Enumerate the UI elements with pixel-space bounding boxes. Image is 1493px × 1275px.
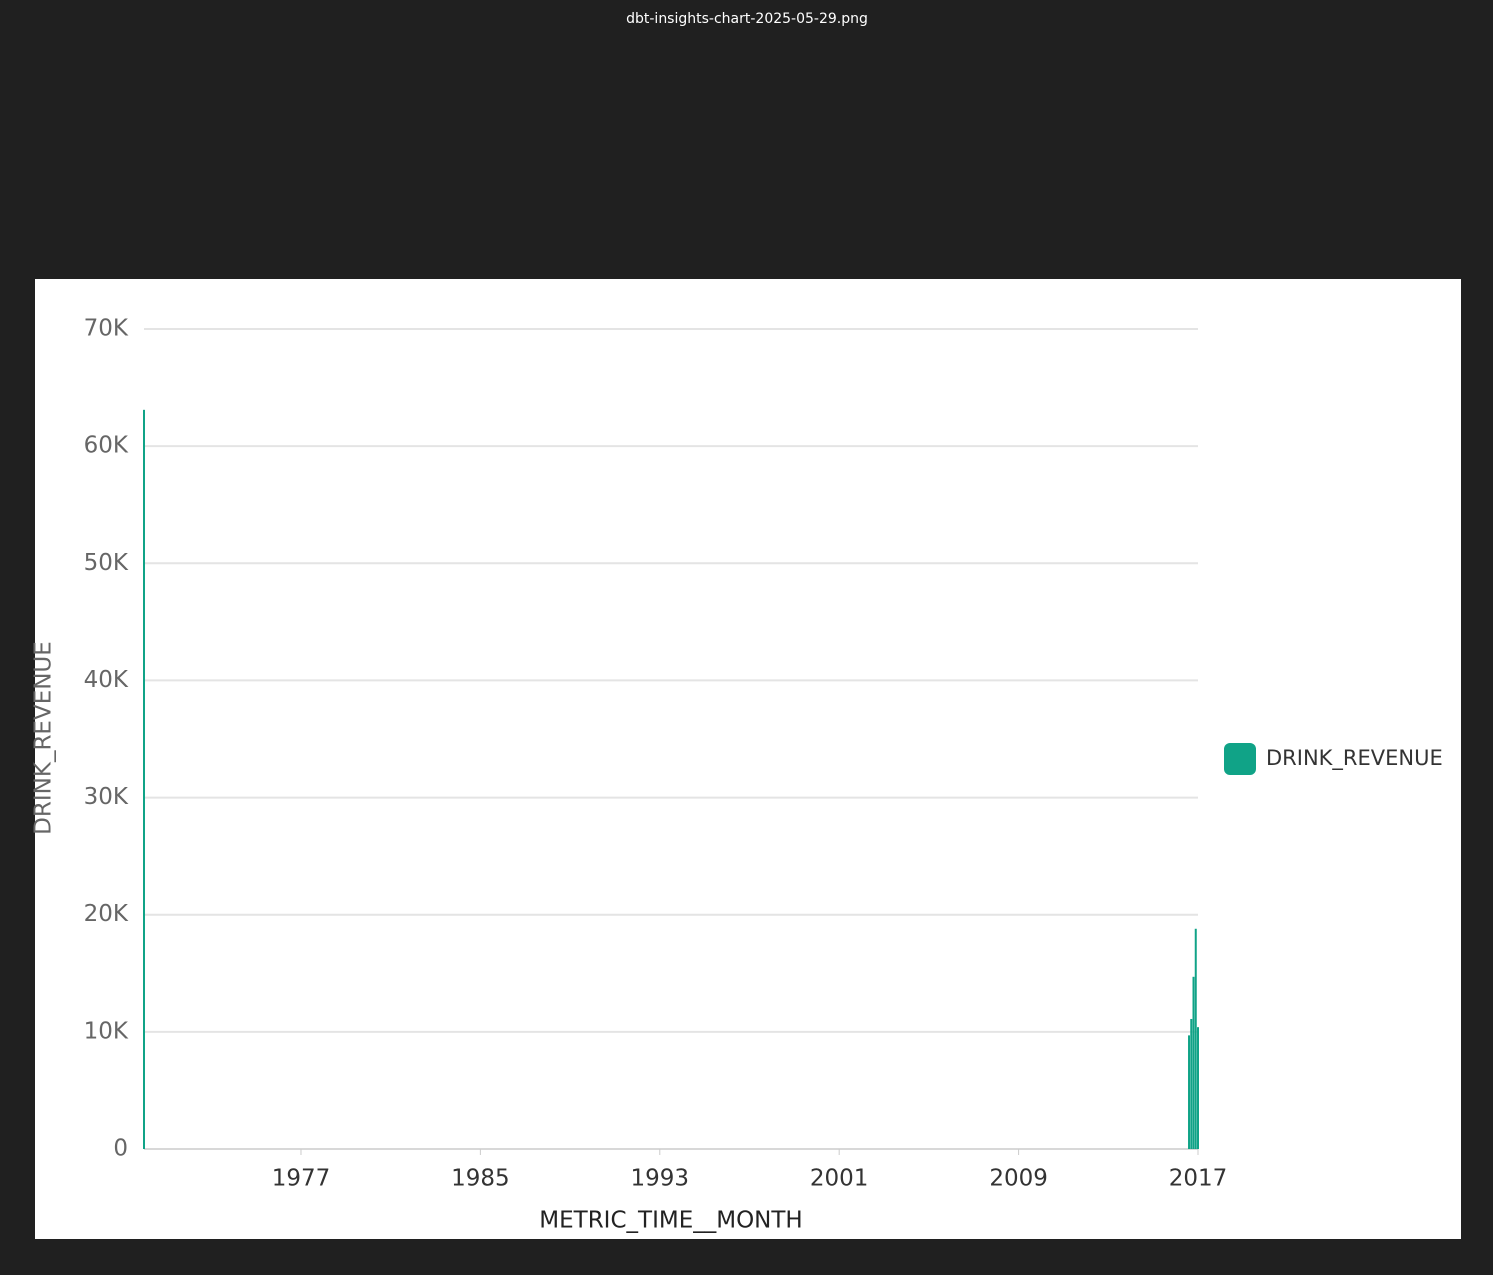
bar: [143, 409, 145, 1149]
y-tick-label: 10K: [84, 1018, 129, 1044]
y-tick-label: 70K: [84, 316, 129, 342]
y-tick-label: 50K: [84, 550, 129, 576]
window-title: dbt-insights-chart-2025-05-29.png: [626, 11, 868, 27]
x-tick-label: 2017: [1169, 1166, 1228, 1192]
legend-label: DRINK_REVENUE: [1266, 746, 1443, 771]
bar: [1190, 1018, 1193, 1149]
y-tick-label: 0: [113, 1136, 128, 1162]
x-tick-label: 2001: [810, 1166, 869, 1192]
x-tick-label: 1993: [631, 1166, 690, 1192]
y-tick-label: 40K: [84, 667, 129, 693]
bar: [1194, 928, 1197, 1149]
y-tick-label: 30K: [84, 784, 129, 810]
bar: [1188, 1035, 1191, 1149]
chart-panel: [35, 279, 1461, 1239]
bar: [1197, 1027, 1199, 1149]
x-axis-label: METRIC_TIME__MONTH: [539, 1208, 802, 1234]
y-tick-label: 20K: [84, 901, 129, 927]
y-axis-label: DRINK_REVENUE: [31, 641, 57, 835]
y-tick-label: 60K: [84, 433, 129, 459]
bar: [1192, 976, 1195, 1149]
legend-swatch: [1224, 743, 1256, 775]
x-tick-label: 1985: [451, 1166, 510, 1192]
x-tick-label: 2009: [989, 1166, 1048, 1192]
x-tick-label: 1977: [272, 1166, 331, 1192]
